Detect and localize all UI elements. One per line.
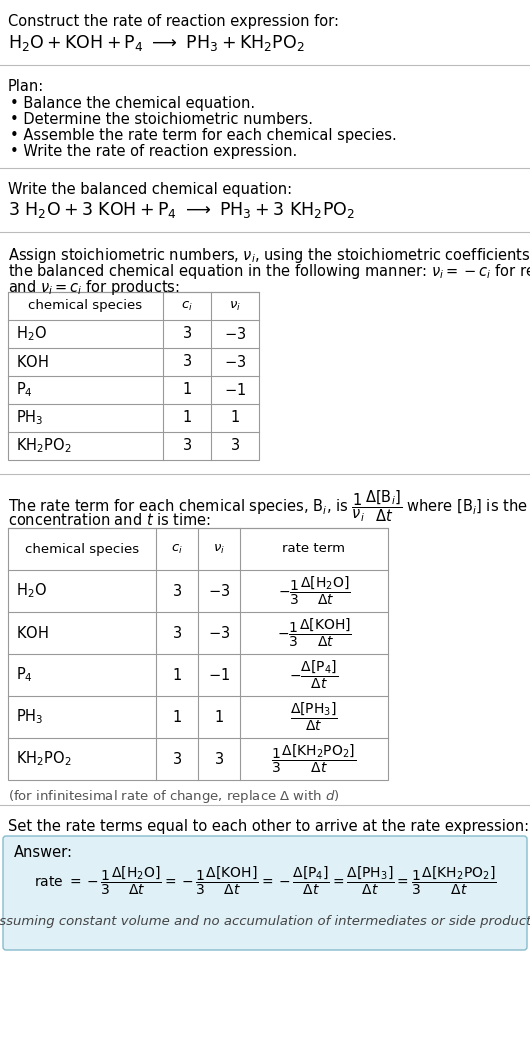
Text: Construct the rate of reaction expression for:: Construct the rate of reaction expressio… [8,14,339,29]
Text: $\mathregular{H_2O + KOH + P_4 \ \longrightarrow \ PH_3 + KH_2PO_2}$: $\mathregular{H_2O + KOH + P_4 \ \longri… [8,33,305,53]
Text: Plan:: Plan: [8,79,44,94]
Text: $\mathrm{KOH}$: $\mathrm{KOH}$ [16,626,49,641]
Text: 1: 1 [214,709,224,725]
Text: $\mathrm{P_4}$: $\mathrm{P_4}$ [16,381,33,400]
Text: the balanced chemical equation in the following manner: $\nu_i = -c_i$ for react: the balanced chemical equation in the fo… [8,262,530,281]
Text: $\mathrm{PH_3}$: $\mathrm{PH_3}$ [16,708,43,726]
Text: $c_i$: $c_i$ [171,543,183,555]
FancyBboxPatch shape [3,836,527,950]
Text: $-3$: $-3$ [224,354,246,370]
Text: (for infinitesimal rate of change, replace $\Delta$ with $d$): (for infinitesimal rate of change, repla… [8,788,340,805]
Text: Assign stoichiometric numbers, $\nu_i$, using the stoichiometric coefficients, $: Assign stoichiometric numbers, $\nu_i$, … [8,246,530,265]
Text: • Write the rate of reaction expression.: • Write the rate of reaction expression. [10,144,297,159]
Text: 1: 1 [182,410,192,426]
Text: $\mathrm{KH_2PO_2}$: $\mathrm{KH_2PO_2}$ [16,436,72,455]
Bar [8,292,259,460]
Text: 3: 3 [182,326,191,341]
Text: $-\dfrac{1}{3}\dfrac{\Delta[\mathrm{H_2O}]}{\Delta t}$: $-\dfrac{1}{3}\dfrac{\Delta[\mathrm{H_2O… [278,575,350,607]
Text: 3: 3 [172,584,182,598]
Text: $\nu_i$: $\nu_i$ [213,543,225,555]
Text: chemical species: chemical species [25,543,139,555]
Text: • Determine the stoichiometric numbers.: • Determine the stoichiometric numbers. [10,112,313,127]
Text: Set the rate terms equal to each other to arrive at the rate expression:: Set the rate terms equal to each other t… [8,819,529,834]
Text: chemical species: chemical species [29,299,143,313]
Text: 3: 3 [182,355,191,369]
Text: rate $= -\dfrac{1}{3}\dfrac{\Delta[\mathrm{H_2O}]}{\Delta t} = -\dfrac{1}{3}\dfr: rate $= -\dfrac{1}{3}\dfrac{\Delta[\math… [34,865,496,897]
Text: Answer:: Answer: [14,845,73,860]
Bar [8,528,388,780]
Text: $-3$: $-3$ [208,626,230,641]
Text: $-\dfrac{\Delta[\mathrm{P_4}]}{\Delta t}$: $-\dfrac{\Delta[\mathrm{P_4}]}{\Delta t}… [289,659,339,691]
Text: and $\nu_i = c_i$ for products:: and $\nu_i = c_i$ for products: [8,278,180,297]
Text: $\mathrm{H_2O}$: $\mathrm{H_2O}$ [16,582,47,600]
Text: $-1$: $-1$ [208,667,230,683]
Text: $-1$: $-1$ [224,382,246,397]
Text: $\mathregular{3\ H_2O + 3\ KOH + P_4 \ \longrightarrow \ PH_3 + 3\ KH_2PO_2}$: $\mathregular{3\ H_2O + 3\ KOH + P_4 \ \… [8,200,355,220]
Text: $\mathrm{KOH}$: $\mathrm{KOH}$ [16,354,49,370]
Text: 3: 3 [231,438,240,454]
Text: concentration and $t$ is time:: concentration and $t$ is time: [8,511,211,528]
Text: 3: 3 [172,626,182,640]
Text: $\dfrac{\Delta[\mathrm{PH_3}]}{\Delta t}$: $\dfrac{\Delta[\mathrm{PH_3}]}{\Delta t}… [290,701,338,733]
Text: 1: 1 [172,667,182,682]
Text: $\dfrac{1}{3}\dfrac{\Delta[\mathrm{KH_2PO_2}]}{\Delta t}$: $\dfrac{1}{3}\dfrac{\Delta[\mathrm{KH_2P… [271,743,357,775]
Text: $\mathrm{KH_2PO_2}$: $\mathrm{KH_2PO_2}$ [16,750,72,769]
Text: $\mathrm{PH_3}$: $\mathrm{PH_3}$ [16,409,43,428]
Text: $\mathrm{H_2O}$: $\mathrm{H_2O}$ [16,324,47,343]
Text: 1: 1 [172,709,182,725]
Text: Write the balanced chemical equation:: Write the balanced chemical equation: [8,182,292,197]
Text: $\nu_i$: $\nu_i$ [229,299,241,313]
Text: 3: 3 [182,438,191,454]
Text: • Balance the chemical equation.: • Balance the chemical equation. [10,96,255,111]
Text: $-3$: $-3$ [208,583,230,599]
Text: 3: 3 [215,751,224,767]
Text: (assuming constant volume and no accumulation of intermediates or side products): (assuming constant volume and no accumul… [0,915,530,928]
Text: 1: 1 [182,383,192,397]
Text: $-3$: $-3$ [224,326,246,342]
Text: $-\dfrac{1}{3}\dfrac{\Delta[\mathrm{KOH}]}{\Delta t}$: $-\dfrac{1}{3}\dfrac{\Delta[\mathrm{KOH}… [277,617,351,650]
Text: $\mathrm{P_4}$: $\mathrm{P_4}$ [16,665,33,684]
Text: $c_i$: $c_i$ [181,299,193,313]
Text: • Assemble the rate term for each chemical species.: • Assemble the rate term for each chemic… [10,128,397,143]
Text: 1: 1 [231,410,240,426]
Text: The rate term for each chemical species, $\mathrm{B}_i$, is $\dfrac{1}{\nu_i}\df: The rate term for each chemical species,… [8,488,530,524]
Text: 3: 3 [172,751,182,767]
Text: rate term: rate term [282,543,346,555]
